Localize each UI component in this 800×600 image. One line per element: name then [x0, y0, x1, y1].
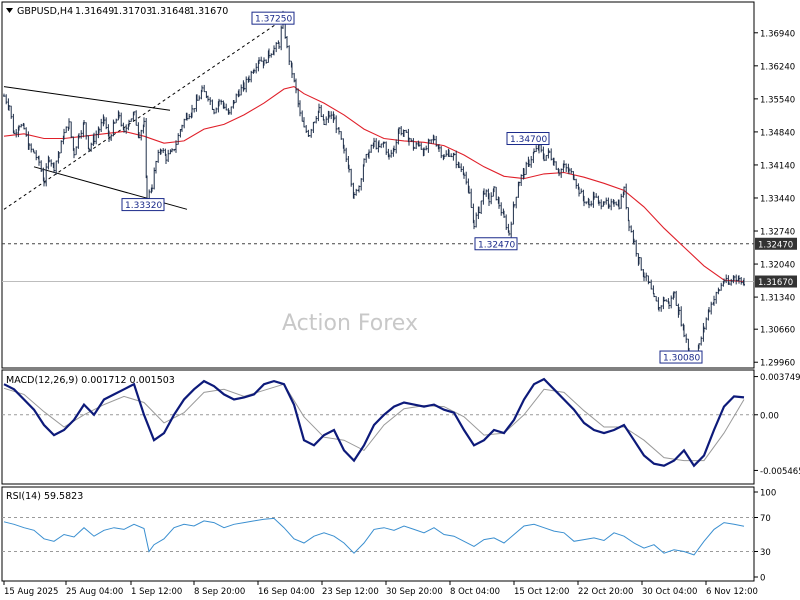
ohlc-high: 1.31703 — [113, 6, 152, 17]
swing-label-box — [251, 11, 295, 25]
macd-title: MACD(12,26,9) 0.001712 0.001503 — [6, 375, 175, 386]
price-tick-label: 1.36240 — [760, 62, 795, 72]
time-tick-label: 22 Oct 20:00 — [578, 587, 633, 597]
rsi-tick-label: 100 — [760, 489, 776, 499]
rsi-title: RSI(14) 59.5823 — [6, 491, 83, 502]
macd-line — [3, 377, 745, 468]
price-annotations: 1.37250 1.33320 1.34700 1.32470 1.30080 — [121, 11, 703, 364]
support-level-label: 1.32470 — [758, 240, 793, 250]
rsi-tick-label: 70 — [760, 514, 771, 524]
price-tick-label: 1.33440 — [760, 194, 795, 204]
time-tick-label: 8 Sep 20:00 — [194, 587, 245, 597]
price-tick-label: 1.32040 — [760, 261, 795, 271]
swing-label: 1.32470 — [478, 240, 515, 250]
rsi-tick-label: 0 — [760, 574, 765, 584]
macd-tick-label: -0.005465 — [760, 467, 800, 477]
price-axis: 1.36940 1.36240 1.35540 1.34840 1.34140 1.334… — [754, 29, 797, 369]
ohlc-low: 1.31648 — [151, 6, 190, 17]
time-tick-label: 15 Oct 12:00 — [514, 587, 569, 597]
price-tick-label: 1.34840 — [760, 128, 795, 138]
time-tick-label: 16 Sep 04:00 — [258, 587, 315, 597]
swing-label-box — [506, 132, 550, 146]
rsi-line — [3, 517, 745, 556]
watermark: Action Forex — [282, 311, 418, 336]
support-level-badge — [755, 237, 797, 250]
time-axis: 15 Aug 2025 25 Aug 04:00 1 Sep 12:00 8 Sep … — [3, 581, 758, 597]
price-panel-frame — [1, 1, 755, 369]
time-tick-label: 6 Nov 12:00 — [706, 587, 758, 597]
ohlc-open: 1.31649 — [75, 6, 114, 17]
rsi-panel-frame — [1, 486, 755, 582]
time-tick-label: 15 Aug 2025 — [4, 587, 58, 597]
collapse-triangle-icon[interactable] — [6, 8, 13, 13]
time-tick-label: 25 Aug 04:00 — [66, 587, 123, 597]
price-tick-label: 1.34140 — [760, 161, 795, 171]
price-tick-label: 1.36940 — [760, 29, 795, 39]
rsi-tick-label: 30 — [760, 548, 771, 558]
price-candles — [3, 10, 745, 361]
swing-label: 1.37250 — [255, 15, 292, 25]
swing-label: 1.30080 — [663, 354, 700, 364]
swing-label: 1.34700 — [510, 135, 547, 145]
price-tick-label: 1.35540 — [760, 95, 795, 105]
time-tick-label: 1 Sep 12:00 — [131, 587, 182, 597]
ohlc-close: 1.31670 — [189, 6, 228, 17]
swing-label-box — [474, 237, 518, 251]
time-tick-label: 30 Oct 04:00 — [642, 587, 697, 597]
swing-label: 1.33320 — [125, 201, 162, 211]
price-tick-label: 1.30660 — [760, 326, 795, 336]
moving-average-line — [3, 86, 745, 283]
macd-panel-frame — [1, 369, 755, 485]
price-tick-label: 1.29960 — [760, 359, 795, 369]
time-tick-label: 8 Oct 04:00 — [450, 587, 500, 597]
rsi-plot: 100 70 30 0 — [2, 489, 776, 584]
wedge-trendline — [3, 86, 171, 111]
symbol-label: GBPUSD,H4 — [17, 6, 73, 17]
trend-channel-dashed — [3, 22, 279, 210]
time-tick-label: 30 Sep 20:00 — [386, 587, 443, 597]
current-price-label: 1.31670 — [758, 278, 793, 288]
macd-tick-label: 0.00 — [760, 411, 779, 421]
price-tick-label: 1.32740 — [760, 228, 795, 238]
swing-label-box — [659, 350, 703, 364]
swing-label-box — [121, 198, 165, 212]
current-price-badge — [755, 275, 797, 288]
time-tick-label: 23 Sep 12:00 — [322, 587, 379, 597]
macd-plot: 0.003749 0.00 -0.005465 — [2, 373, 800, 477]
macd-tick-label: 0.003749 — [760, 373, 800, 383]
price-tick-label: 1.31340 — [760, 294, 795, 304]
